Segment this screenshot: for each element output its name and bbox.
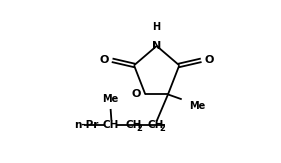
- Text: O: O: [131, 89, 140, 99]
- Text: 2: 2: [159, 124, 165, 133]
- Text: 2: 2: [136, 124, 142, 133]
- Text: CH: CH: [125, 120, 141, 130]
- Text: Me: Me: [189, 101, 205, 111]
- Text: N: N: [152, 41, 161, 51]
- Text: CH: CH: [102, 120, 119, 130]
- Text: CH: CH: [148, 120, 164, 130]
- Text: Me: Me: [103, 94, 119, 104]
- Text: H: H: [153, 22, 161, 32]
- Text: O: O: [204, 55, 214, 66]
- Text: O: O: [99, 55, 109, 66]
- Text: n-Pr: n-Pr: [74, 120, 99, 130]
